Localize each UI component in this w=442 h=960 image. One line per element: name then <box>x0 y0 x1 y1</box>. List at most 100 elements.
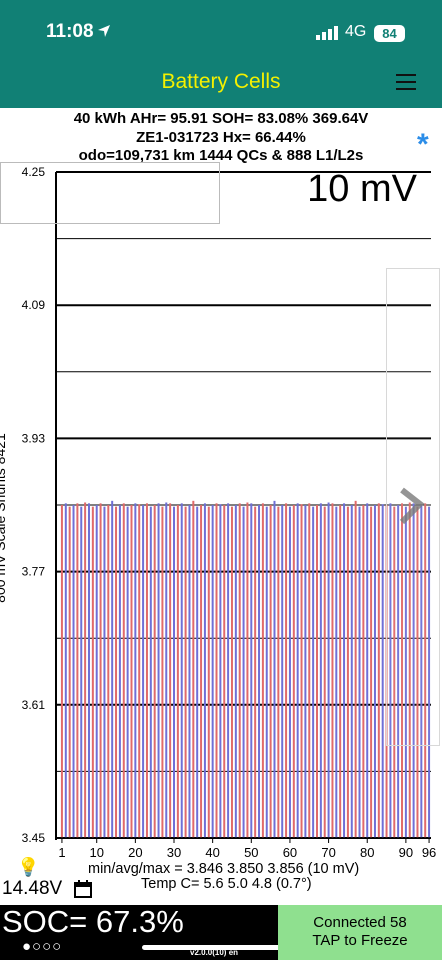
cell-bar-14 <box>111 500 114 838</box>
cell-bar-73 <box>339 505 342 838</box>
lightbulb-icon[interactable]: 💡 <box>17 857 40 877</box>
cell-bar-76 <box>350 505 353 838</box>
cell-bar-10 <box>95 505 98 838</box>
cell-bar-28 <box>165 502 168 838</box>
cell-bar-77 <box>354 500 357 838</box>
cell-bar-25 <box>153 505 156 838</box>
cell-bar-39 <box>207 506 210 838</box>
cell-bar-41 <box>215 503 218 838</box>
cell-bar-20 <box>134 503 137 838</box>
cell-bar-33 <box>184 506 187 838</box>
cell-bar-22 <box>142 505 145 838</box>
cell-bar-44 <box>227 503 230 838</box>
battery-summary: 40 kWh AHr= 95.91 SOH= 83.08% 369.64V <box>73 110 369 127</box>
cell-bar-1 <box>60 505 63 838</box>
y-tick-labels: 3.45 3.61 3.77 3.93 4.09 4.25 <box>22 165 46 845</box>
chevron-right-icon[interactable] <box>396 486 426 526</box>
connect-freeze-button[interactable]: Connected 58 TAP to Freeze <box>278 905 442 960</box>
cell-bar-3 <box>68 506 71 838</box>
battery-indicator: 84 <box>374 25 405 42</box>
chart-bars <box>60 500 431 838</box>
x-tick-label: 20 <box>128 845 142 860</box>
home-indicator <box>142 945 300 950</box>
vehicle-id: ZE1-031723 Hx= 66.44% <box>136 129 306 146</box>
cell-bar-94 <box>420 505 423 838</box>
cell-bar-55 <box>269 505 272 838</box>
cell-bar-2 <box>64 503 67 838</box>
x-tick-label: 96 <box>422 845 436 860</box>
cell-bar-51 <box>254 506 257 838</box>
cell-bar-16 <box>118 505 121 838</box>
x-tick-label: 50 <box>244 845 258 860</box>
cell-bar-67 <box>315 505 318 838</box>
page-indicator[interactable]: ●○○○ <box>22 938 63 955</box>
cell-bar-15 <box>115 506 118 838</box>
cell-bar-48 <box>242 506 245 838</box>
cell-bar-90 <box>404 506 407 838</box>
cell-bar-89 <box>401 503 404 838</box>
cell-bar-17 <box>122 503 125 838</box>
cell-bar-75 <box>346 506 349 838</box>
x-tick-label: 60 <box>283 845 297 860</box>
x-tick-label: 30 <box>167 845 181 860</box>
cell-bar-24 <box>149 506 152 838</box>
cell-bar-18 <box>126 506 129 838</box>
cell-bar-88 <box>397 505 400 838</box>
cell-bar-23 <box>145 503 148 838</box>
cell-bar-63 <box>300 504 303 838</box>
cell-bar-91 <box>408 502 411 838</box>
cell-bar-40 <box>211 505 214 838</box>
cell-bar-53 <box>261 503 264 838</box>
cell-bar-43 <box>223 505 226 838</box>
cell-bar-13 <box>107 505 110 838</box>
cell-bar-47 <box>238 503 241 838</box>
cell-bar-31 <box>176 505 179 838</box>
y-tick-label: 3.61 <box>22 698 46 712</box>
cell-bar-84 <box>381 504 384 838</box>
cell-bar-78 <box>358 506 361 838</box>
cell-bar-38 <box>203 503 206 838</box>
scale-label: 10 mV <box>307 168 417 210</box>
cell-bar-19 <box>130 505 133 838</box>
cell-bar-72 <box>335 506 338 838</box>
zoom-box[interactable] <box>0 162 220 224</box>
y-axis-title: 800 mV Scale Shunts 8421 <box>0 433 8 603</box>
cell-bar-37 <box>200 505 203 838</box>
y-tick-label: 3.45 <box>22 831 46 845</box>
cell-bar-95 <box>424 503 427 838</box>
cell-bar-87 <box>393 506 396 838</box>
cell-bar-7 <box>84 502 87 838</box>
cell-bar-26 <box>157 503 160 838</box>
x-tick-label: 10 <box>89 845 103 860</box>
cell-bar-56 <box>273 500 276 838</box>
cell-bar-68 <box>319 503 322 838</box>
cell-bar-35 <box>192 500 195 838</box>
cell-bar-12 <box>103 506 106 838</box>
page-title: Battery Cells <box>161 70 281 93</box>
status-time: 11:08 <box>46 21 94 42</box>
calendar-icon[interactable] <box>74 879 92 898</box>
menu-icon[interactable] <box>396 70 416 94</box>
cell-bar-66 <box>312 506 315 838</box>
app-header <box>0 0 442 108</box>
x-tick-label: 80 <box>360 845 374 860</box>
cell-bar-29 <box>169 503 172 838</box>
cell-bar-21 <box>138 504 141 838</box>
cell-bar-82 <box>373 505 376 838</box>
cell-bar-9 <box>91 506 94 838</box>
y-tick-label: 3.77 <box>22 565 46 579</box>
cell-bar-93 <box>416 506 419 838</box>
odometer-info: odo=109,731 km 1444 QCs & 888 L1/L2s <box>78 147 364 164</box>
x-tick-label: 1 <box>58 845 65 860</box>
y-tick-label: 4.25 <box>22 165 46 179</box>
aux-battery-voltage: 14.48V <box>2 878 63 899</box>
cell-bar-71 <box>331 503 334 838</box>
bluetooth-icon[interactable]: * <box>417 128 429 161</box>
cell-bar-32 <box>180 503 183 838</box>
connect-status: Connected 58 <box>313 914 407 931</box>
y-tick-label: 4.09 <box>22 298 46 312</box>
x-tick-label: 70 <box>321 845 335 860</box>
cell-bar-45 <box>230 506 233 838</box>
cell-bar-46 <box>234 505 237 838</box>
cell-bar-4 <box>72 505 75 838</box>
